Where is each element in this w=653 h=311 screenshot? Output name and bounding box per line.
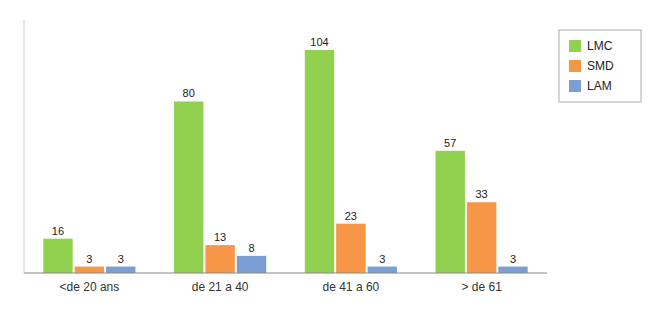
legend-label: LMC — [587, 39, 613, 53]
legend: LMC SMD LAM — [559, 30, 641, 102]
y-axis-line — [24, 20, 25, 273]
bar — [368, 267, 397, 273]
bar — [436, 151, 465, 273]
bar — [43, 239, 72, 273]
legend-label: LAM — [587, 79, 612, 93]
bar — [498, 267, 527, 273]
data-label: 23 — [345, 210, 357, 222]
x-tick-label: > de 61 — [461, 280, 502, 294]
legend-swatch — [569, 60, 581, 72]
data-label: 3 — [86, 253, 92, 265]
legend-frame — [559, 30, 641, 102]
chart-container: 16801045731323333833<de 20 ansde 21 a 40… — [0, 0, 653, 311]
bar — [205, 245, 234, 273]
legend-label: SMD — [587, 59, 614, 73]
legend-swatch — [569, 80, 581, 92]
x-tick-label: <de 20 ans — [60, 280, 120, 294]
bars — [43, 50, 527, 273]
data-label: 13 — [214, 231, 226, 243]
data-label: 8 — [248, 242, 254, 254]
bar — [75, 267, 104, 273]
x-tick-label: de 41 a 60 — [323, 280, 380, 294]
data-label: 3 — [510, 253, 516, 265]
data-label: 57 — [444, 137, 456, 149]
data-labels: 16801045731323333833 — [52, 36, 516, 265]
data-label: 3 — [379, 253, 385, 265]
x-axis-line — [24, 273, 547, 274]
bar — [237, 256, 266, 273]
bar — [305, 50, 334, 273]
chart-svg: 16801045731323333833<de 20 ansde 21 a 40… — [0, 0, 653, 311]
bar — [467, 202, 496, 273]
legend-swatch — [569, 40, 581, 52]
bar — [174, 101, 203, 273]
bar — [336, 224, 365, 273]
data-label: 16 — [52, 225, 64, 237]
data-label: 80 — [183, 87, 195, 99]
bar — [106, 267, 135, 273]
data-label: 104 — [310, 36, 328, 48]
data-label: 3 — [118, 253, 124, 265]
data-label: 33 — [476, 188, 488, 200]
x-tick-label: de 21 a 40 — [192, 280, 249, 294]
